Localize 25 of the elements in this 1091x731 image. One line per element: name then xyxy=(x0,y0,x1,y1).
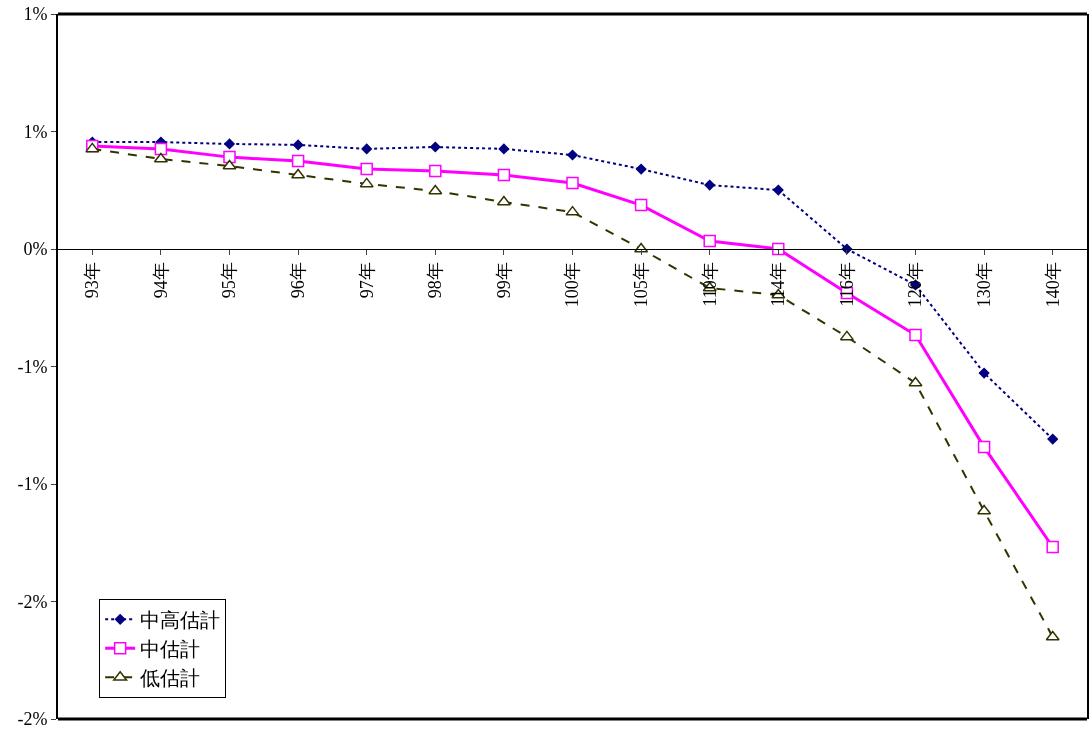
x-tick-label: 120年 xyxy=(905,262,926,308)
y-tick-label: 1% xyxy=(23,4,48,25)
y-tick-label: 0% xyxy=(23,239,48,260)
x-tick-label: 98年 xyxy=(425,262,446,299)
y-tick-label: -1% xyxy=(17,474,48,495)
y-tick-label: -2% xyxy=(17,591,48,612)
legend-label: 低估計 xyxy=(140,667,201,690)
legend-label: 中高估計 xyxy=(140,609,221,632)
x-tick-label: 95年 xyxy=(219,262,240,299)
x-tick-label: 94年 xyxy=(150,262,171,299)
x-tick-label: 93年 xyxy=(82,262,103,299)
y-tick-label: 1% xyxy=(23,121,48,142)
x-tick-label: 97年 xyxy=(356,262,377,299)
x-tick-label: 100年 xyxy=(562,262,583,308)
y-tick-label: -1% xyxy=(17,356,48,377)
y-tick-label: -2% xyxy=(17,709,48,730)
x-tick-label: 130年 xyxy=(973,262,994,308)
x-tick-label: 114年 xyxy=(768,262,789,307)
x-tick-label: 99年 xyxy=(493,262,514,299)
legend-label: 中估計 xyxy=(140,638,201,661)
x-tick-label: 96年 xyxy=(287,262,308,299)
x-tick-label: 105年 xyxy=(630,262,651,308)
x-tick-label: 116年 xyxy=(836,262,857,307)
x-tick-label: 140年 xyxy=(1042,262,1063,308)
x-tick-label: 110年 xyxy=(699,262,720,307)
